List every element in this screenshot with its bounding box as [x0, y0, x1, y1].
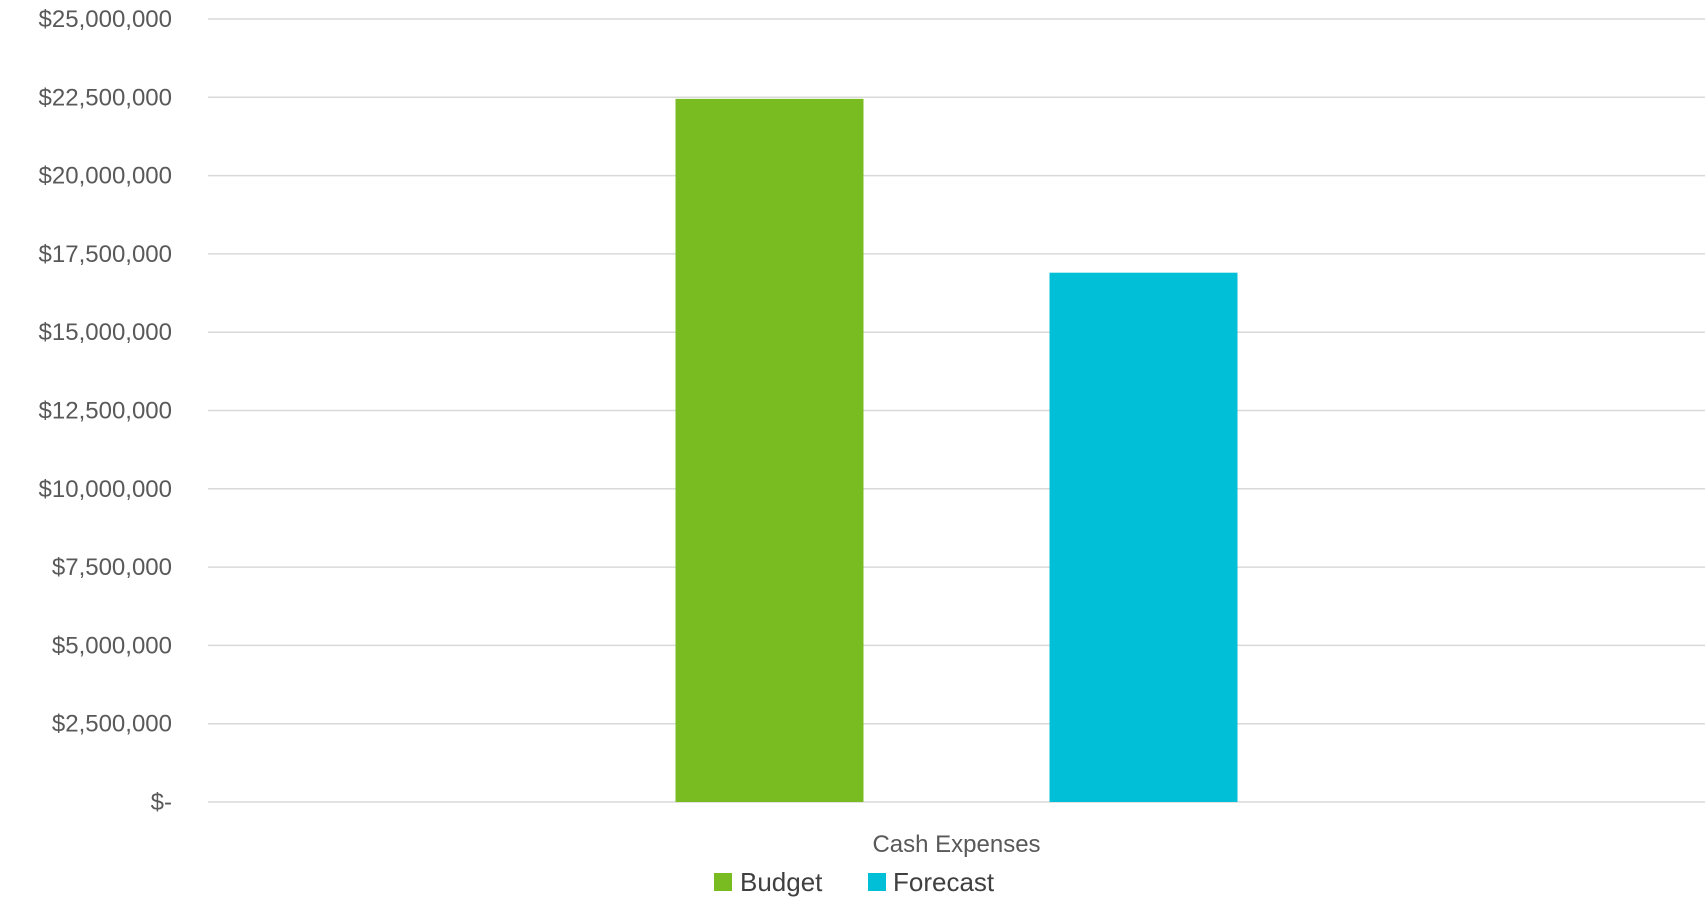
y-tick-label: $2,500,000 [52, 711, 172, 738]
legend-item-forecast: Forecast [868, 867, 995, 897]
y-tick-label: $15,000,000 [39, 319, 172, 346]
legend: Budget Forecast [714, 867, 995, 897]
y-tick-label: $10,000,000 [39, 476, 172, 503]
y-tick-label: $22,500,000 [39, 84, 172, 111]
bar-forecast [1049, 272, 1238, 802]
bar-budget [675, 98, 864, 803]
bars [675, 98, 1238, 803]
legend-label: Forecast [893, 867, 995, 897]
y-tick-label: $25,000,000 [39, 6, 172, 33]
legend-swatch [714, 873, 732, 891]
y-tick-label: $7,500,000 [52, 554, 172, 581]
legend-swatch [868, 873, 886, 891]
x-category-label: Cash Expenses [872, 831, 1040, 858]
x-axis-category-labels: Cash Expenses [872, 831, 1040, 858]
y-tick-label: $12,500,000 [39, 398, 172, 425]
y-tick-label: $20,000,000 [39, 163, 172, 190]
y-tick-label: $5,000,000 [52, 632, 172, 659]
y-tick-label: $17,500,000 [39, 241, 172, 268]
y-axis-tick-labels: $- $2,500,000 $5,000,000 $7,500,000 $10,000,… [39, 6, 172, 816]
legend-label: Budget [740, 867, 823, 897]
legend-item-budget: Budget [714, 867, 823, 897]
gridlines [208, 18, 1705, 803]
y-tick-label: $- [151, 789, 172, 816]
